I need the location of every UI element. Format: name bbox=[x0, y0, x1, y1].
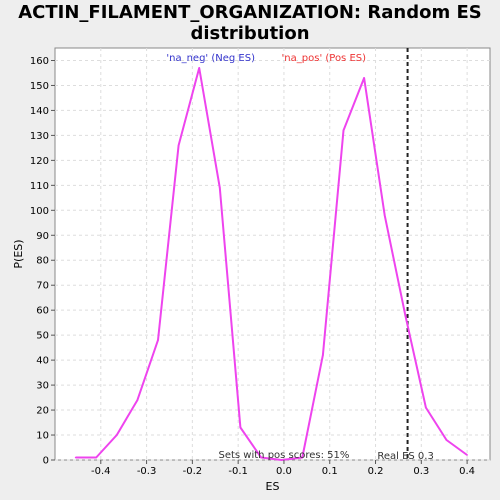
data-point bbox=[363, 77, 365, 79]
x-tick-label: 0.4 bbox=[459, 466, 475, 477]
x-tick-label: -0.1 bbox=[228, 466, 248, 477]
x-axis-label: ES bbox=[266, 480, 280, 493]
data-point bbox=[95, 456, 98, 459]
series-group bbox=[74, 67, 468, 461]
y-tick-label: 90 bbox=[36, 231, 49, 242]
data-point bbox=[425, 406, 427, 409]
data-point bbox=[280, 459, 283, 461]
data-point bbox=[322, 354, 324, 356]
x-axis: -0.4 -0.3 -0.2 -0.1 0.0 0.1 0.2 0.3 0.4 bbox=[91, 460, 475, 477]
data-point bbox=[466, 454, 468, 456]
y-tick-label: 10 bbox=[36, 431, 49, 442]
data-point bbox=[157, 339, 159, 341]
data-point bbox=[116, 434, 118, 436]
legend: 'na_neg' (Neg ES) 'na_pos' (Pos ES) bbox=[166, 53, 366, 64]
chart-title: ACTIN_FILAMENT_ORGANIZATION: Random ES d… bbox=[18, 2, 482, 44]
data-point bbox=[445, 439, 448, 441]
data-point bbox=[198, 67, 201, 69]
y-tick-label: 40 bbox=[36, 356, 49, 367]
series-line bbox=[75, 67, 468, 461]
y-tick-label: 0 bbox=[43, 456, 49, 467]
y-tick-label: 150 bbox=[30, 81, 49, 92]
data-point bbox=[301, 456, 304, 459]
y-tick-label: 80 bbox=[36, 256, 49, 267]
x-tick-label: 0.1 bbox=[322, 466, 338, 477]
data-point bbox=[219, 187, 221, 189]
plot-area bbox=[54, 47, 491, 461]
y-tick-label: 60 bbox=[36, 306, 49, 317]
legend-item: 'na_pos' (Pos ES) bbox=[282, 53, 367, 64]
y-tick-label: 140 bbox=[30, 106, 49, 117]
grid bbox=[55, 48, 490, 461]
data-point bbox=[260, 456, 262, 459]
y-tick-label: 50 bbox=[36, 331, 49, 342]
x-tick-label: 0.0 bbox=[276, 466, 292, 477]
x-tick-label: 0.3 bbox=[413, 466, 429, 477]
y-tick-label: 110 bbox=[30, 181, 49, 192]
y-axis-label: P(ES) bbox=[12, 239, 25, 268]
y-tick-label: 20 bbox=[36, 406, 49, 417]
y-tick-label: 120 bbox=[30, 156, 49, 167]
data-point bbox=[404, 314, 407, 316]
pos-scores-annotation: Sets with pos scores: 51% bbox=[218, 450, 349, 461]
y-tick-label: 160 bbox=[30, 56, 49, 67]
data-point bbox=[136, 399, 139, 401]
legend-item: 'na_neg' (Neg ES) bbox=[166, 53, 255, 64]
x-tick-label: -0.3 bbox=[137, 466, 157, 477]
y-tick-label: 130 bbox=[30, 131, 49, 142]
data-point bbox=[239, 426, 242, 429]
data-point bbox=[342, 129, 345, 132]
x-tick-label: -0.4 bbox=[91, 466, 111, 477]
data-point bbox=[177, 144, 180, 147]
y-axis: 0 10 20 30 40 50 60 70 80 90 100 110 120 130 140 150 160 bbox=[30, 56, 55, 467]
data-point bbox=[383, 214, 386, 217]
y-tick-label: 70 bbox=[36, 281, 49, 292]
y-tick-label: 30 bbox=[36, 381, 49, 392]
x-tick-label: -0.2 bbox=[183, 466, 203, 477]
x-tick-label: 0.2 bbox=[368, 466, 384, 477]
y-tick-label: 100 bbox=[30, 206, 49, 217]
data-point bbox=[74, 456, 77, 459]
real-es-label: Real ES 0.3 bbox=[377, 451, 433, 462]
